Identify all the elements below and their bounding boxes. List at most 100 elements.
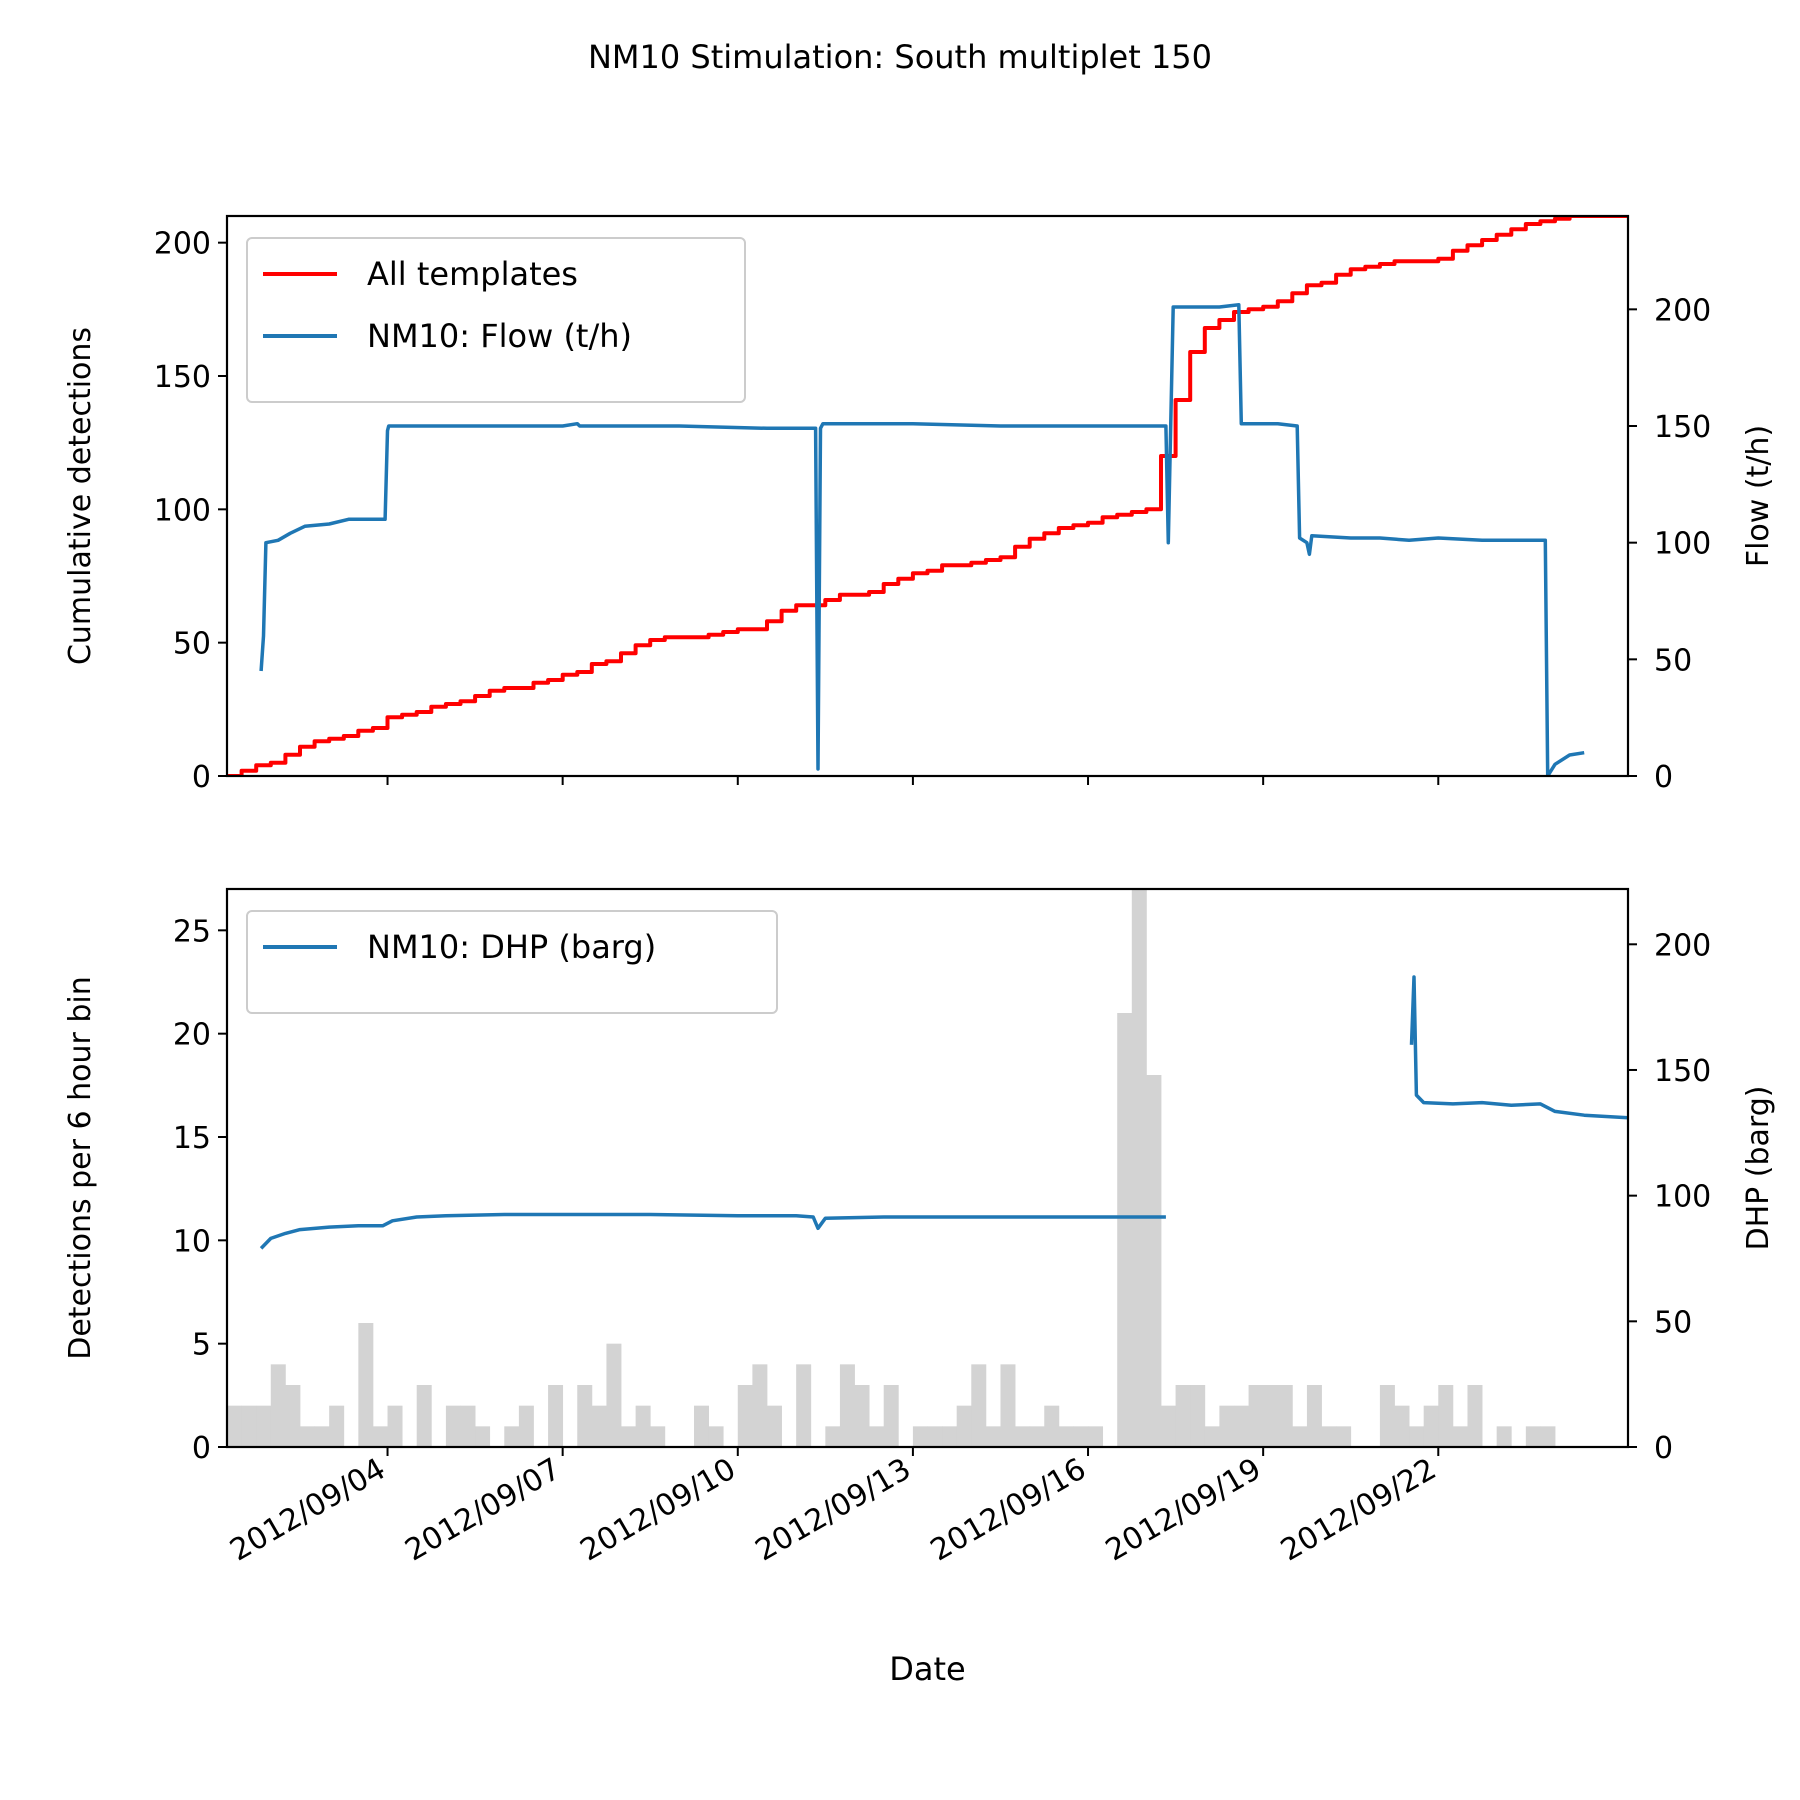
top-plot-area <box>227 216 1628 776</box>
histogram-bar <box>372 1426 388 1447</box>
plot-frame <box>225 887 1630 1449</box>
histogram-bar <box>314 1426 330 1447</box>
histogram-bar <box>1336 1426 1352 1447</box>
histogram-bar <box>1073 1426 1089 1447</box>
histogram-bar <box>942 1426 958 1447</box>
y-right-tick-label: 100 <box>1654 1180 1711 1215</box>
y-left-axis-label: Detections per 6 hour bin <box>63 976 98 1360</box>
y-left-tick-label: 150 <box>154 360 211 395</box>
histogram-bar <box>577 1385 593 1447</box>
histogram-bar <box>1088 1426 1104 1447</box>
y-left-tick-label: 10 <box>173 1224 211 1259</box>
histogram-bar <box>796 1364 812 1447</box>
histogram-bar <box>985 1426 1001 1447</box>
histogram-bar <box>416 1385 432 1447</box>
bottom-plot-area <box>227 889 1628 1447</box>
legend-label: All templates <box>367 255 578 293</box>
y-left-tick-label: 20 <box>173 1018 211 1053</box>
histogram-bar <box>1394 1405 1410 1447</box>
histogram-bar <box>1540 1426 1556 1447</box>
histogram-bar <box>1219 1405 1235 1447</box>
histogram-bar <box>1321 1426 1337 1447</box>
histogram-bar <box>1496 1426 1512 1447</box>
histogram-bar <box>475 1426 491 1447</box>
legend-box <box>246 910 778 1014</box>
y-right-tick-label: 100 <box>1654 527 1711 562</box>
y-right-tick-label: 150 <box>1654 1054 1711 1089</box>
histogram-bar <box>387 1405 403 1447</box>
dhp-line <box>259 1212 1166 1250</box>
y-right-axis-label: Flow (t/h) <box>1741 425 1776 567</box>
x-axis-label: Date <box>889 1650 965 1688</box>
flow-line <box>259 302 1585 776</box>
histogram-bar <box>1306 1385 1322 1447</box>
legend-label: NM10: Flow (t/h) <box>367 317 632 355</box>
histogram-bar <box>1233 1405 1249 1447</box>
histogram-bar <box>1029 1426 1045 1447</box>
histogram-bar <box>256 1405 272 1447</box>
legend-box <box>246 237 746 403</box>
histogram-bar <box>927 1426 943 1447</box>
histogram-bar <box>825 1426 841 1447</box>
histogram-bar <box>1058 1426 1074 1447</box>
plot-frame <box>225 214 1630 778</box>
legend-label: NM10: DHP (barg) <box>367 928 656 966</box>
histogram-bar <box>285 1385 301 1447</box>
histogram-bar <box>299 1426 315 1447</box>
x-tick-label: 2012/09/10 <box>575 1452 742 1569</box>
y-right-tick-label: 200 <box>1654 928 1711 963</box>
x-tick-label: 2012/09/07 <box>399 1452 566 1569</box>
x-tick-label: 2012/09/16 <box>925 1452 1092 1569</box>
x-tick-label: 2012/09/22 <box>1275 1452 1442 1569</box>
top-panel: 0 50 100 150 200 0 50 100 150 200 Cumulative detec… <box>63 214 1776 795</box>
histogram-bar <box>1379 1385 1395 1447</box>
y-right-tick-label: 0 <box>1654 1431 1673 1466</box>
histogram-bar <box>854 1385 870 1447</box>
x-tick-label: 2012/09/04 <box>224 1452 391 1569</box>
histogram-bar <box>1409 1426 1425 1447</box>
histogram-bar <box>1452 1426 1468 1447</box>
histogram-bar <box>1292 1426 1308 1447</box>
histogram-bar <box>358 1323 374 1447</box>
histogram-bar <box>869 1426 885 1447</box>
dhp-line <box>1409 975 1628 1120</box>
histogram-bar <box>1204 1426 1220 1447</box>
y-left-tick-label: 25 <box>173 914 211 949</box>
histogram-bar <box>766 1405 782 1447</box>
histogram-bar <box>912 1426 928 1447</box>
histogram-bar <box>1117 1013 1133 1447</box>
histogram-bar <box>1423 1405 1439 1447</box>
y-left-tick-label: 0 <box>192 1431 211 1466</box>
y-left-axis-label: Cumulative detections <box>63 327 98 665</box>
histogram-bar <box>1525 1426 1541 1447</box>
histogram-bar <box>1263 1385 1279 1447</box>
x-tick-label: 2012/09/19 <box>1100 1452 1267 1569</box>
histogram-bar <box>752 1364 768 1447</box>
y-right-tick-label: 50 <box>1654 643 1692 678</box>
histogram-bar <box>635 1405 651 1447</box>
figure-title: NM10 Stimulation: South multiplet 150 <box>588 38 1212 76</box>
histogram-bar <box>1438 1385 1454 1447</box>
y-right-axis-label: DHP (barg) <box>1741 1086 1776 1251</box>
histogram-bar <box>460 1405 476 1447</box>
histogram-bar <box>1000 1364 1016 1447</box>
histogram-bar <box>694 1405 709 1447</box>
x-tick-label: 2012/09/13 <box>750 1452 917 1569</box>
y-left-tick-label: 200 <box>154 227 211 262</box>
histogram-bar <box>1161 1405 1176 1447</box>
y-right-tick-label: 200 <box>1654 293 1711 328</box>
histogram-bar <box>504 1426 520 1447</box>
histogram-bar <box>1131 889 1147 1447</box>
histogram-bar <box>708 1426 724 1447</box>
histogram-bar <box>241 1405 257 1447</box>
y-left-tick-label: 50 <box>173 627 211 662</box>
histogram-bar <box>227 1405 242 1447</box>
histogram-bar <box>1190 1385 1206 1447</box>
histogram-bar <box>1044 1405 1060 1447</box>
histogram-bar <box>329 1405 345 1447</box>
histogram-bar <box>1146 1075 1162 1447</box>
y-left-tick-label: 5 <box>192 1328 211 1363</box>
cumulative-detections-line <box>227 216 1628 776</box>
